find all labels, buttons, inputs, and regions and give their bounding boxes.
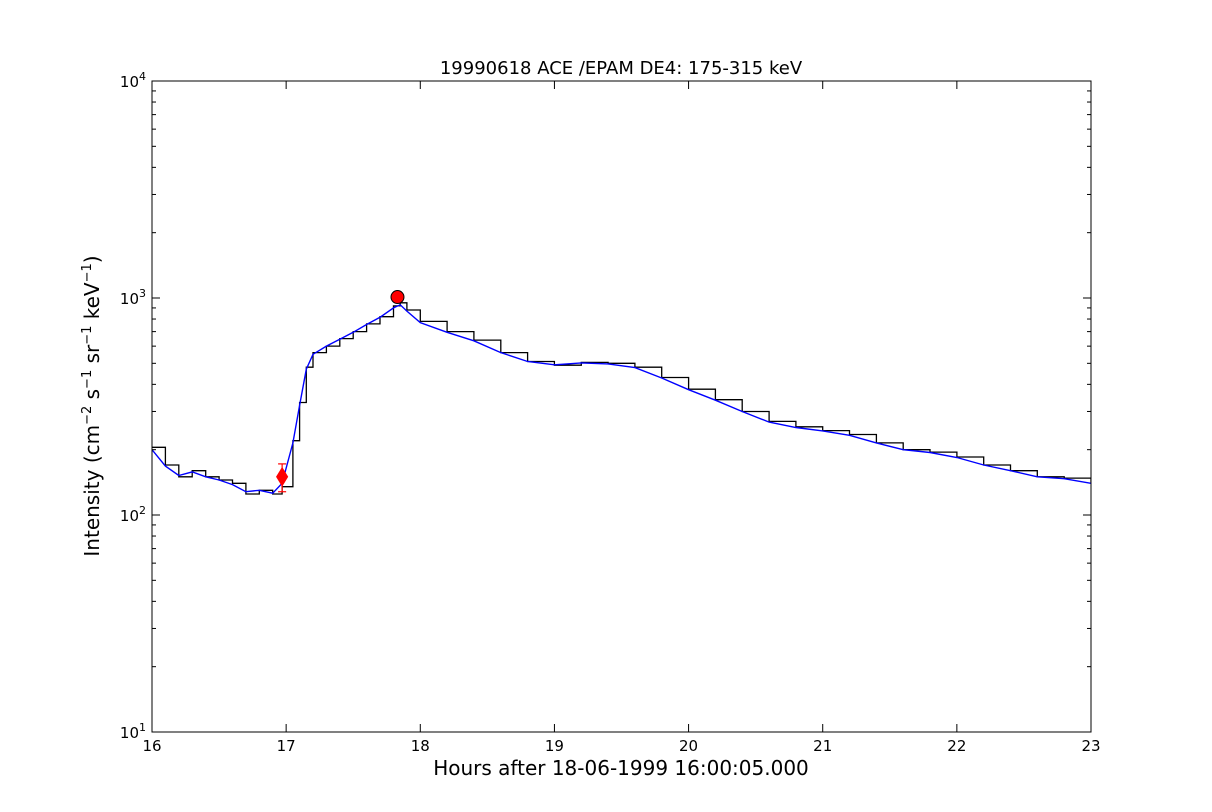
- x-tick-label: 19: [545, 737, 564, 755]
- plot-area: [152, 290, 1091, 495]
- onset-error-marker: [278, 463, 287, 493]
- y-tick-label: 102: [120, 504, 146, 525]
- series-line-0: [152, 302, 1091, 495]
- series-line-1: [152, 303, 1091, 494]
- y-tick-label: 104: [120, 70, 146, 91]
- chart-title: 19990618 ACE /EPAM DE4: 175-315 keV: [440, 58, 803, 79]
- plot-frame: [151, 80, 1092, 733]
- y-tick-label: 101: [120, 721, 146, 742]
- y-tick-label: 103: [120, 287, 146, 308]
- x-tick-label: 22: [947, 737, 966, 755]
- x-tick-label: 16: [142, 737, 161, 755]
- x-axis-label: Hours after 18-06-1999 16:00:05.000: [433, 756, 809, 780]
- x-tick-label: 23: [1081, 737, 1100, 755]
- x-tick-label: 17: [277, 737, 296, 755]
- peak-marker: [390, 290, 405, 305]
- y-axis-label: Intensity (cm−2 s−1 sr−1 keV−1): [80, 255, 104, 556]
- x-tick-label: 18: [411, 737, 430, 755]
- x-tick-label: 21: [813, 737, 832, 755]
- x-tick-label: 20: [679, 737, 698, 755]
